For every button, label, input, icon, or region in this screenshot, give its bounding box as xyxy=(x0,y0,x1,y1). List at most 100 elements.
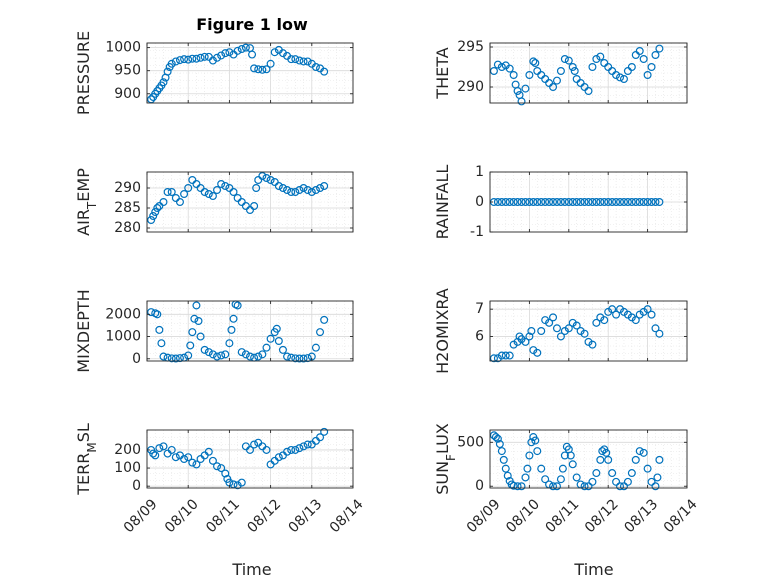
data-point xyxy=(552,324,561,333)
data-point xyxy=(491,433,500,442)
data-point xyxy=(598,447,607,456)
data-point xyxy=(229,314,238,323)
axes-box xyxy=(489,429,688,489)
subplot-1: 900 950 1000 PRESSURE xyxy=(74,31,354,115)
y-tick-label: 1 xyxy=(475,164,484,180)
data-point xyxy=(560,451,569,460)
data-point xyxy=(163,188,172,197)
y-tick-label: 290 xyxy=(457,79,484,95)
data-point xyxy=(246,352,255,361)
axes-box xyxy=(146,42,354,104)
data-point xyxy=(588,62,597,71)
data-point xyxy=(283,352,292,361)
subplot-5: 0 1000 2000 MIXDEPTH xyxy=(74,289,354,373)
data-point xyxy=(254,352,263,361)
y-tick-label: 290 xyxy=(114,180,141,196)
figure-title: Figure 1 low xyxy=(196,15,308,34)
data-point xyxy=(233,301,242,310)
data-point xyxy=(653,473,662,482)
y-tick-label: 200 xyxy=(114,442,141,458)
data-point xyxy=(564,56,573,65)
data-point xyxy=(570,66,579,75)
data-point xyxy=(153,204,162,213)
data-point xyxy=(167,188,176,197)
data-point xyxy=(541,198,550,207)
data-point xyxy=(489,66,498,75)
data-point xyxy=(291,354,300,363)
data-point xyxy=(619,482,628,491)
data-point xyxy=(527,327,536,336)
data-point xyxy=(533,447,542,456)
y-axis-label: MIXDEPTH xyxy=(74,289,93,372)
data-point xyxy=(600,198,609,207)
data-point xyxy=(592,318,601,327)
data-point xyxy=(651,198,660,207)
data-point xyxy=(509,70,518,79)
data-point xyxy=(213,53,222,62)
data-point xyxy=(208,350,217,359)
data-point xyxy=(252,184,261,193)
data-point xyxy=(320,182,329,191)
data-point xyxy=(537,464,546,473)
data-point xyxy=(572,321,581,330)
data-point xyxy=(200,345,209,354)
data-point xyxy=(262,445,271,454)
data-point xyxy=(204,190,213,199)
data-point xyxy=(517,198,526,207)
data-point xyxy=(616,73,625,82)
data-point xyxy=(190,314,199,323)
axes-box xyxy=(146,171,354,233)
data-point xyxy=(299,442,308,451)
data-point xyxy=(521,198,530,207)
data-point xyxy=(175,198,184,207)
data-point xyxy=(643,198,652,207)
data-point xyxy=(513,482,522,491)
data-point xyxy=(254,176,263,185)
data-point xyxy=(643,464,652,473)
data-point xyxy=(217,351,226,360)
data-point xyxy=(608,198,617,207)
data-point xyxy=(233,194,242,203)
y-tick-label: 6 xyxy=(475,328,484,344)
data-point xyxy=(278,345,287,354)
data-point xyxy=(221,350,230,359)
data-point xyxy=(503,471,512,480)
data-point xyxy=(580,482,589,491)
data-point xyxy=(580,329,589,338)
data-point xyxy=(303,354,312,363)
data-point xyxy=(541,475,550,484)
data-point xyxy=(283,447,292,456)
data-point xyxy=(274,182,283,191)
data-point xyxy=(521,473,530,482)
y-tick-label: 1000 xyxy=(105,329,141,345)
axes-box xyxy=(489,42,688,104)
axes-box xyxy=(146,429,354,489)
data-point xyxy=(612,310,621,319)
y-axis-label: RAINFALL xyxy=(433,165,452,240)
data-point xyxy=(505,64,514,73)
y-tick-label: 0 xyxy=(475,194,484,210)
data-point xyxy=(655,455,664,464)
data-point xyxy=(227,325,236,334)
data-point xyxy=(627,469,636,478)
y-tick-label: 285 xyxy=(114,200,141,216)
data-point xyxy=(171,194,180,203)
data-point xyxy=(556,198,565,207)
data-point xyxy=(549,482,558,491)
y-tick-label: 900 xyxy=(114,86,141,102)
data-point xyxy=(643,305,652,314)
y-tick-label: -1 xyxy=(470,224,484,240)
data-point xyxy=(560,198,569,207)
data-point xyxy=(493,198,502,207)
data-point xyxy=(635,447,644,456)
data-point xyxy=(651,50,660,59)
data-point xyxy=(184,453,193,462)
data-point xyxy=(608,469,617,478)
data-point xyxy=(655,44,664,53)
x-axis-label-right: Time xyxy=(573,560,613,579)
data-point xyxy=(612,477,621,486)
data-point xyxy=(196,332,205,341)
data-point xyxy=(237,44,246,53)
subplot-3: 280 285 290 AIRTEMP xyxy=(74,168,354,236)
data-point xyxy=(584,482,593,491)
